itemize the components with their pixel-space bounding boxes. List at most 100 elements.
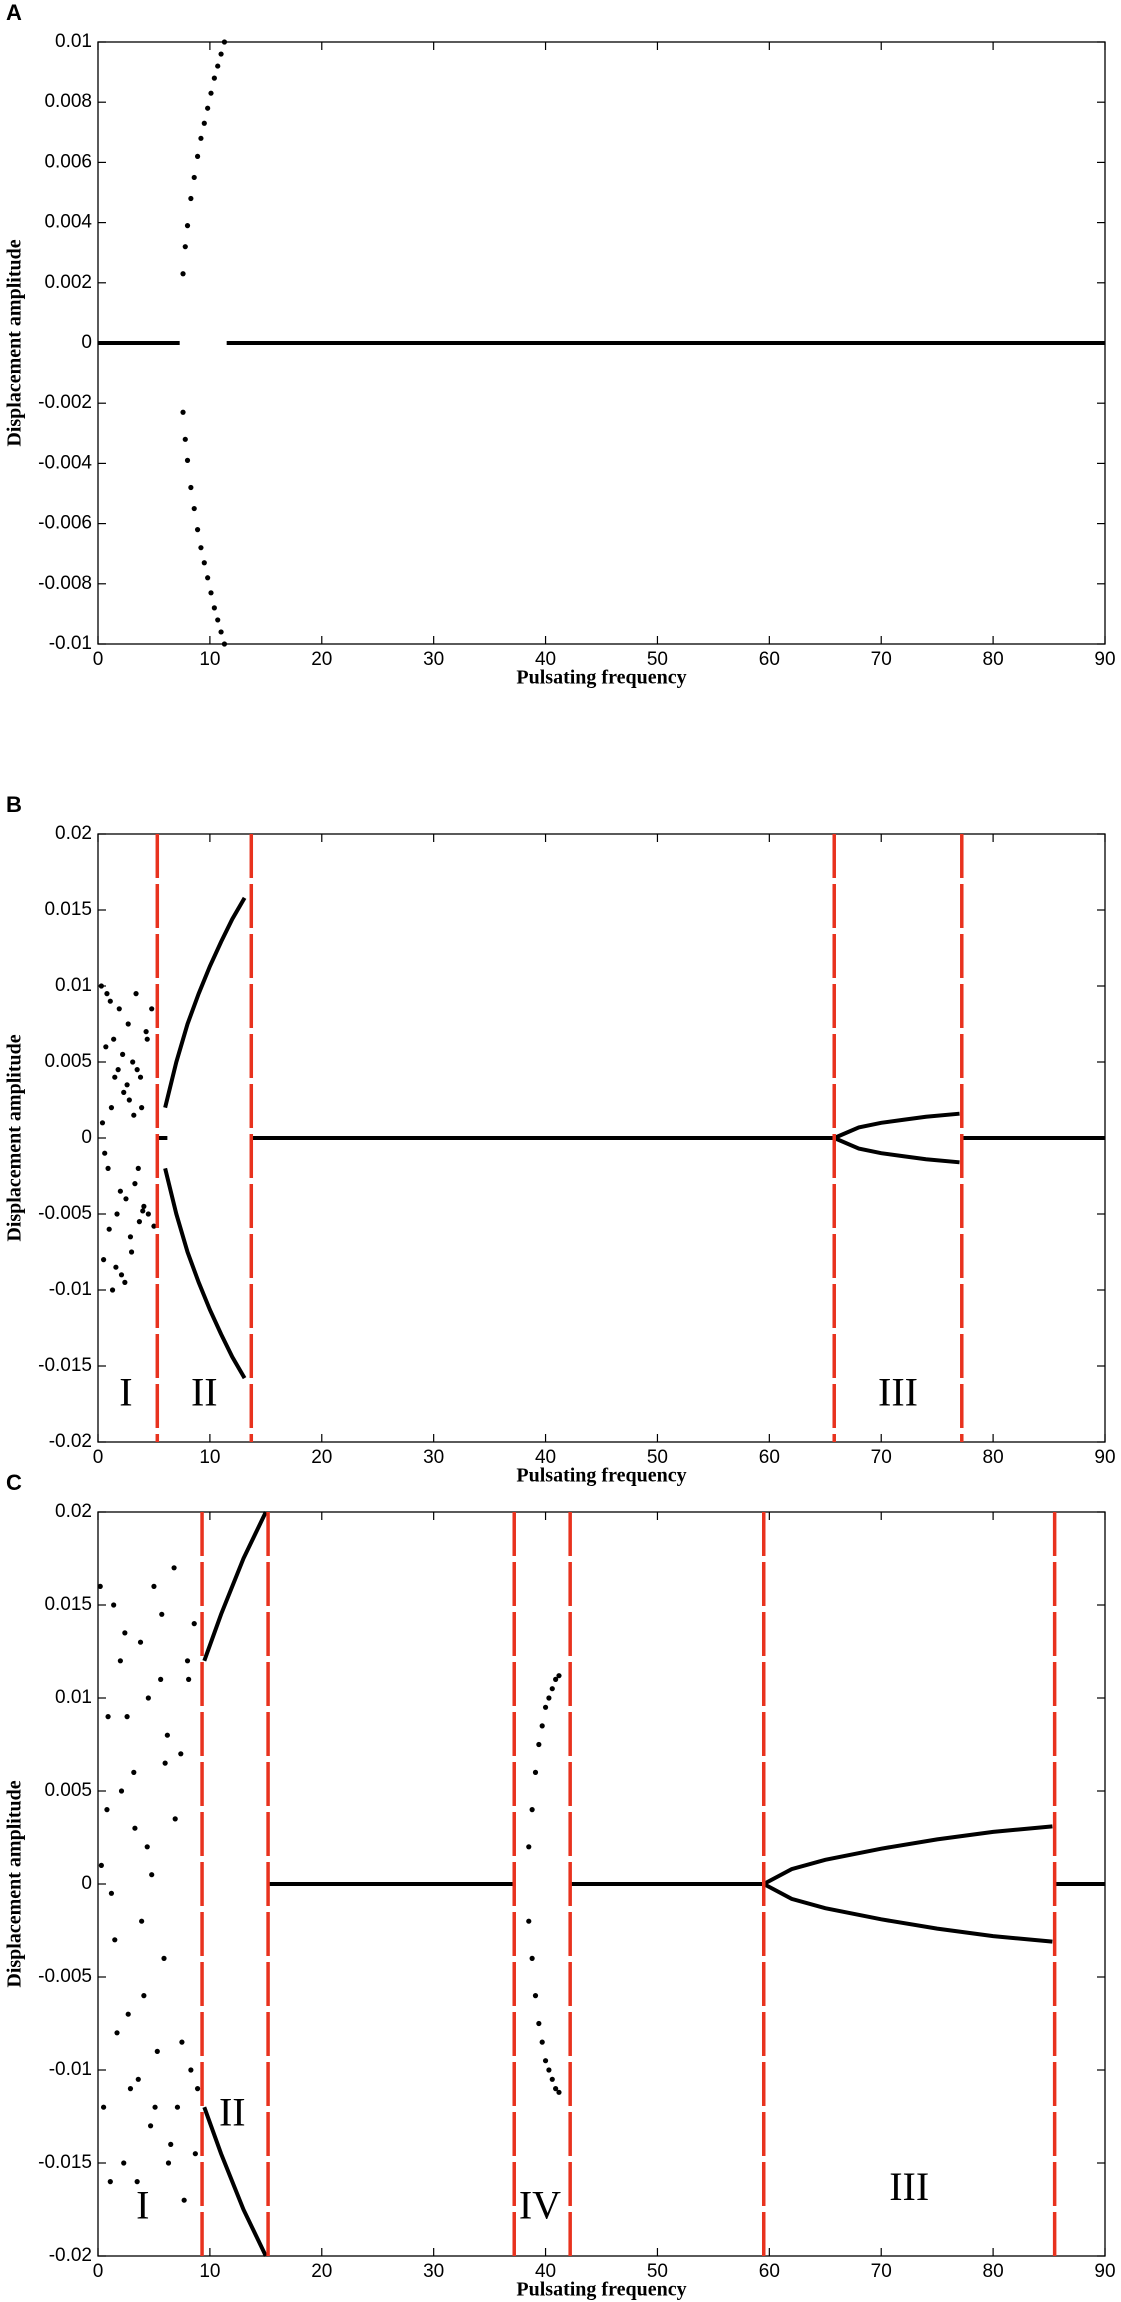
x-tick-label: 10	[199, 649, 220, 670]
data-point	[159, 1611, 165, 1617]
data-point	[103, 1044, 109, 1050]
data-point	[556, 2089, 562, 2095]
data-point	[97, 1583, 103, 1589]
data-point	[143, 1029, 149, 1035]
data-point	[102, 1150, 108, 1156]
data-point	[218, 51, 224, 57]
y-tick-label: 0	[81, 1873, 92, 1894]
data-point	[124, 1082, 130, 1088]
x-tick-label: 20	[311, 2261, 332, 2282]
data-point	[154, 2048, 160, 2054]
x-axis-label: Pulsating frequency	[516, 667, 686, 689]
y-tick-label: 0.004	[44, 212, 92, 233]
data-point	[127, 2086, 134, 2092]
data-point	[121, 2160, 127, 2166]
data-point	[147, 2123, 154, 2129]
x-tick-label: 50	[647, 2261, 668, 2282]
data-point	[145, 1211, 151, 1217]
data-point	[98, 983, 104, 989]
data-point	[117, 1658, 123, 1664]
data-point	[158, 1676, 164, 1682]
data-point	[134, 1067, 140, 1073]
y-tick-label: 0.005	[44, 1051, 92, 1072]
data-point	[100, 1257, 107, 1263]
x-tick-label: 10	[199, 2261, 220, 2282]
data-point	[208, 90, 214, 96]
x-tick-label: 80	[983, 2261, 1004, 2282]
data-point	[215, 617, 221, 623]
data-point	[205, 575, 211, 581]
data-point	[188, 484, 194, 491]
x-tick-label: 40	[535, 1447, 556, 1468]
data-point	[132, 1825, 138, 1831]
x-tick-label: 0	[93, 649, 104, 670]
data-point	[188, 195, 194, 202]
data-point	[164, 1732, 170, 1738]
x-axis-label: Pulsating frequency	[516, 2279, 686, 2301]
data-point	[553, 2086, 559, 2092]
data-point	[107, 2179, 113, 2185]
data-point	[137, 1074, 144, 1080]
x-tick-label: 90	[1094, 649, 1115, 670]
data-point	[194, 2086, 201, 2092]
data-point	[179, 2039, 185, 2045]
data-point	[124, 1714, 130, 1720]
y-tick-label: -0.02	[49, 1431, 92, 1452]
data-point	[108, 1890, 115, 1896]
data-point	[171, 1565, 177, 1571]
branch-line	[163, 896, 247, 1109]
data-point	[132, 1181, 138, 1187]
data-point	[208, 590, 214, 596]
y-tick-label: -0.015	[38, 1355, 92, 1376]
y-tick-label: 0.02	[55, 823, 92, 844]
data-point	[116, 1006, 122, 1012]
x-tick-label: 80	[983, 1447, 1004, 1468]
x-tick-label: 60	[759, 649, 780, 670]
data-point	[188, 2067, 194, 2073]
y-tick-label: 0.02	[55, 1501, 92, 1522]
data-point	[182, 436, 188, 442]
data-point	[181, 2197, 187, 2203]
y-tick-label: 0.005	[44, 1780, 92, 1801]
data-point	[135, 1165, 141, 1171]
data-point	[532, 1769, 539, 1775]
data-point	[536, 2020, 542, 2027]
data-point	[194, 527, 201, 533]
data-point	[117, 1188, 123, 1194]
data-point	[191, 505, 197, 512]
x-tick-label: 90	[1094, 2261, 1115, 2282]
data-point	[178, 1751, 184, 1757]
x-tick-label: 20	[311, 649, 332, 670]
data-point	[123, 1196, 129, 1202]
panel-label: B	[6, 792, 22, 817]
data-point	[112, 1074, 118, 1080]
data-point	[184, 1658, 191, 1664]
x-tick-label: 70	[871, 1447, 892, 1468]
x-tick-label: 60	[759, 2261, 780, 2282]
x-tick-label: 30	[423, 1447, 444, 1468]
data-point	[549, 1686, 555, 1692]
data-point	[141, 1203, 147, 1209]
data-point	[105, 1714, 111, 1720]
data-point	[121, 1089, 127, 1095]
data-point	[152, 2104, 158, 2110]
data-point	[186, 1676, 192, 1682]
data-point	[104, 991, 110, 997]
y-tick-label: 0.01	[55, 31, 92, 52]
branch-line	[163, 1167, 247, 1380]
data-point	[539, 2039, 545, 2045]
region-label: IV	[519, 2183, 561, 2228]
y-tick-label: -0.002	[38, 392, 92, 413]
data-point	[546, 1695, 552, 1701]
y-axis-label: Displacement amplitude	[4, 239, 26, 446]
data-point	[539, 1723, 545, 1729]
data-point	[131, 1112, 137, 1118]
data-point	[168, 2141, 174, 2147]
y-axis-label: Displacement amplitude	[4, 1034, 26, 1241]
data-point	[180, 409, 186, 415]
data-point	[120, 1051, 126, 1057]
branch-line	[833, 1136, 960, 1165]
data-point	[174, 2104, 181, 2110]
